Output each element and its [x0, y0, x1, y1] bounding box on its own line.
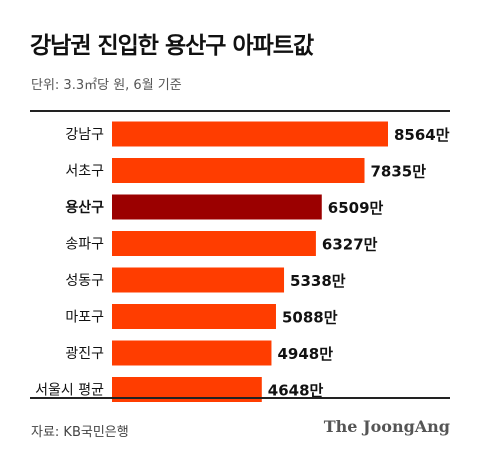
bottom-rule — [30, 397, 450, 399]
bar — [112, 194, 322, 220]
unit-note: 단위: 3.3㎡당 원, 6월 기준 — [31, 78, 182, 93]
category-label: 용산구 — [65, 199, 104, 216]
category-label: 송파구 — [65, 237, 104, 253]
value-label: 4948만 — [277, 345, 333, 363]
value-label: 7835만 — [371, 163, 427, 181]
bar — [112, 340, 272, 366]
value-label: 6509만 — [328, 199, 384, 217]
value-label: 5088만 — [282, 309, 338, 327]
bar — [112, 304, 276, 329]
category-label: 광진구 — [65, 346, 104, 362]
bar — [112, 267, 285, 293]
value-label: 4648만 — [268, 382, 324, 400]
bar — [112, 158, 365, 183]
page-title: 강남권 진입한 용산구 아파트값 — [30, 33, 314, 59]
value-label: 5338만 — [290, 272, 346, 290]
bar — [112, 231, 316, 256]
category-label: 성동구 — [65, 273, 104, 289]
category-label: 서초구 — [65, 164, 104, 180]
category-label: 마포구 — [65, 310, 104, 326]
value-label: 6327만 — [322, 236, 378, 254]
publisher-logo: The JoongAng — [323, 417, 450, 436]
top-rule — [30, 110, 450, 112]
source-note: 자료: KB국민은행 — [31, 425, 129, 440]
category-label: 서울시 평균 — [35, 383, 104, 399]
category-label: 강남구 — [65, 127, 104, 143]
bar — [112, 121, 388, 147]
value-label: 8564만 — [394, 126, 450, 144]
